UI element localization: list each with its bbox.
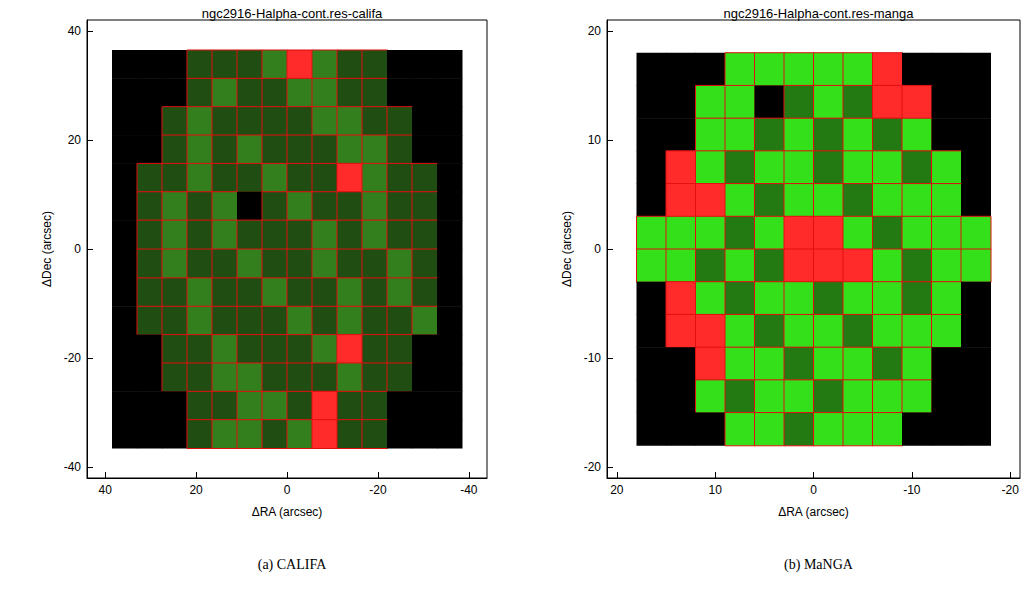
svg-text:10: 10: [708, 483, 722, 497]
svg-text:ngc2916-Halpha-cont.res-califa: ngc2916-Halpha-cont.res-califa: [202, 6, 383, 21]
svg-text:40: 40: [68, 24, 82, 38]
svg-text:20: 20: [588, 24, 602, 38]
svg-text:ΔDec (arcsec): ΔDec (arcsec): [40, 211, 54, 287]
svg-text:-20: -20: [584, 460, 602, 474]
svg-text:-20: -20: [1001, 483, 1019, 497]
svg-text:(a) CALIFA: (a) CALIFA: [258, 557, 327, 573]
svg-text:ΔRA (arcsec): ΔRA (arcsec): [252, 505, 323, 519]
svg-text:-40: -40: [460, 483, 478, 497]
svg-text:ngc2916-Halpha-cont.res-manga: ngc2916-Halpha-cont.res-manga: [723, 6, 914, 21]
svg-text:20: 20: [189, 483, 203, 497]
svg-text:ΔDec (arcsec): ΔDec (arcsec): [560, 211, 574, 287]
svg-text:-20: -20: [369, 483, 387, 497]
svg-text:0: 0: [74, 242, 81, 256]
svg-text:-10: -10: [584, 351, 602, 365]
svg-text:0: 0: [810, 483, 817, 497]
svg-text:20: 20: [610, 483, 624, 497]
svg-text:-10: -10: [903, 483, 921, 497]
svg-text:0: 0: [594, 242, 601, 256]
svg-text:10: 10: [588, 133, 602, 147]
svg-text:-20: -20: [64, 351, 82, 365]
svg-text:(b) MaNGA: (b) MaNGA: [784, 557, 854, 573]
svg-text:40: 40: [99, 483, 113, 497]
svg-text:-40: -40: [64, 460, 82, 474]
svg-text:20: 20: [68, 133, 82, 147]
svg-text:ΔRA (arcsec): ΔRA (arcsec): [778, 505, 849, 519]
svg-text:0: 0: [284, 483, 291, 497]
